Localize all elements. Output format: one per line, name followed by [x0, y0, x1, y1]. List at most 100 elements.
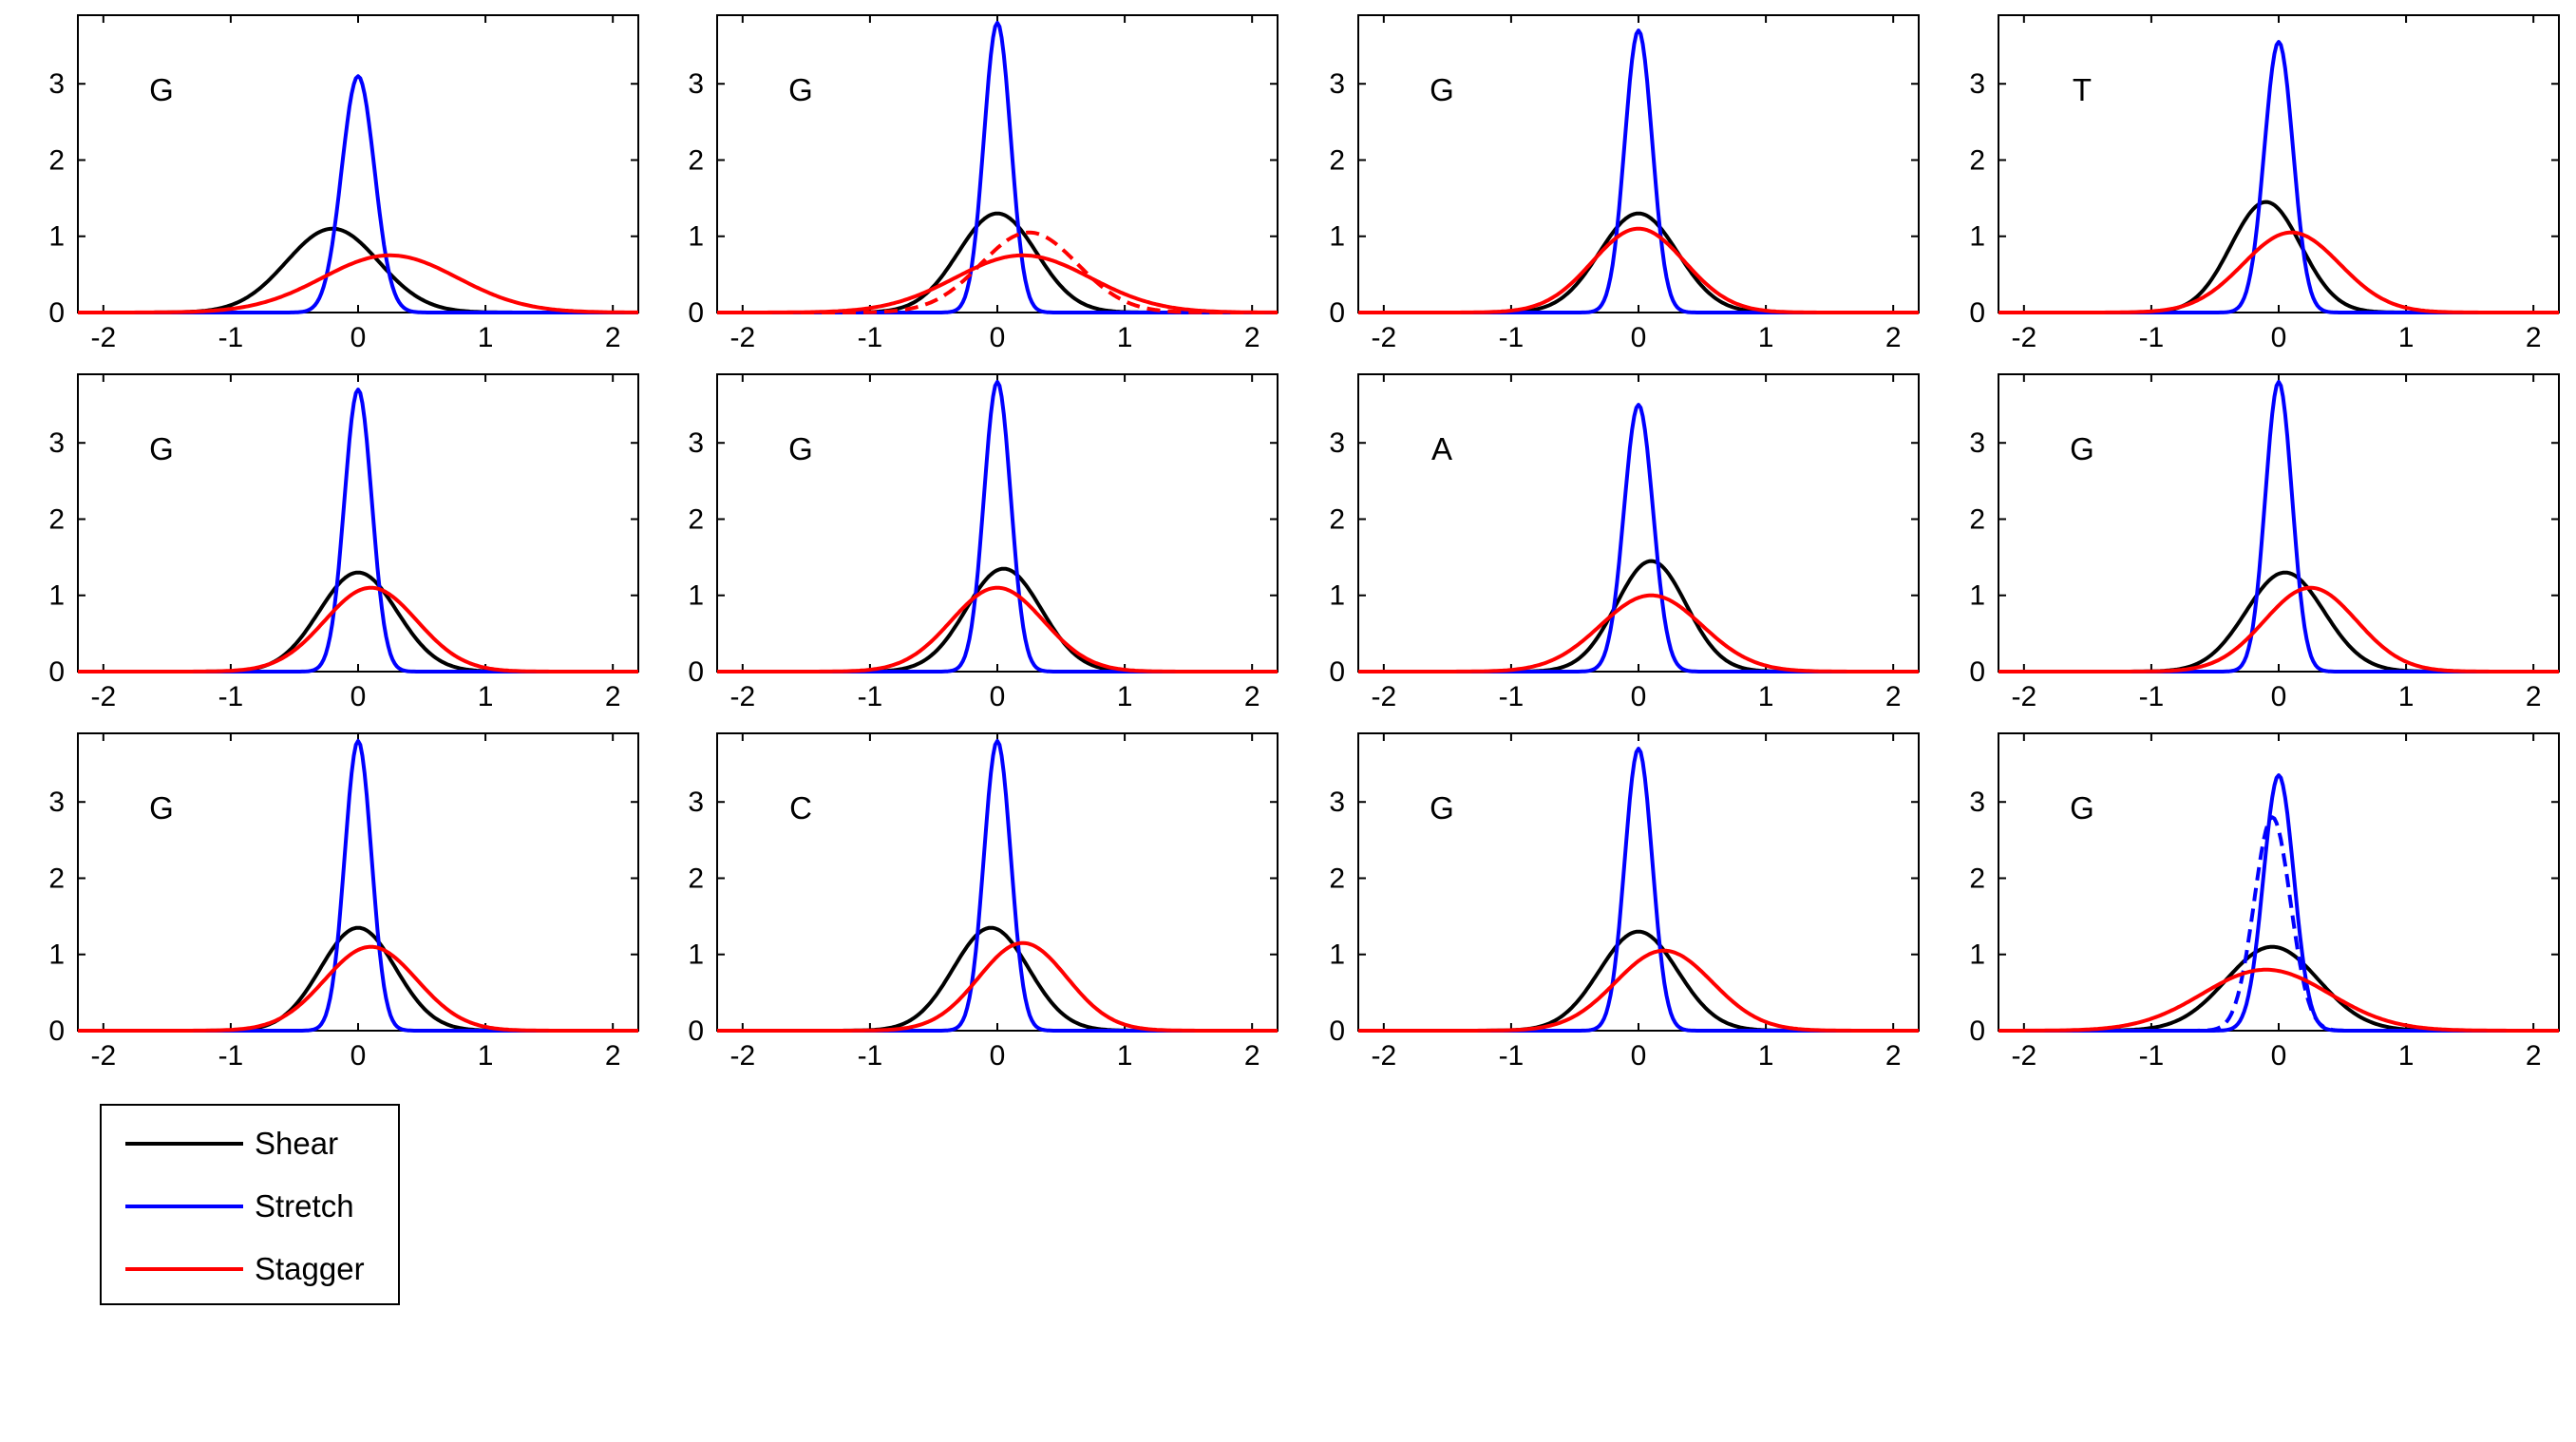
y-tick-label: 0 — [688, 297, 704, 329]
series-line-shear — [1998, 944, 2559, 1033]
x-tick-label: 0 — [990, 681, 1006, 712]
legend-label: Stagger — [255, 1251, 365, 1286]
series-line-shear — [1998, 570, 2559, 674]
series-line-stagger — [717, 230, 1278, 314]
y-tick-label: 3 — [1969, 68, 1985, 100]
y-tick-label: 3 — [1329, 787, 1345, 818]
series-line-stagger — [1358, 948, 1919, 1033]
y-tick-label: 2 — [48, 144, 65, 176]
axes-box — [1357, 373, 1920, 673]
x-tick-label: 0 — [990, 1040, 1006, 1072]
x-tick-label: 1 — [478, 322, 494, 353]
x-tick-label: -1 — [1499, 1040, 1525, 1072]
panel-letter: G — [1430, 72, 1454, 107]
x-tick-label: -1 — [218, 1040, 244, 1072]
series-line-stretch — [717, 739, 1278, 1033]
x-tick-label: 2 — [1244, 1040, 1260, 1072]
series-line-stretch — [78, 739, 638, 1033]
y-tick-label: 0 — [1969, 656, 1985, 688]
x-tick-label: 1 — [1117, 1040, 1133, 1072]
y-tick-label: 0 — [688, 656, 704, 688]
y-tick-label: 0 — [48, 1015, 65, 1047]
x-tick-label: -2 — [729, 1040, 755, 1072]
legend-label: Shear — [255, 1126, 338, 1161]
x-tick-label: -2 — [1371, 681, 1396, 712]
x-tick-label: 2 — [1244, 322, 1260, 353]
y-tick-label: 0 — [1969, 297, 1985, 329]
panel-letter: G — [2070, 431, 2094, 466]
x-tick-label: 2 — [1244, 681, 1260, 712]
axes-box — [716, 373, 1279, 673]
x-tick-label: 2 — [605, 681, 621, 712]
x-tick-label: -1 — [858, 322, 883, 353]
x-tick-label: 2 — [605, 1040, 621, 1072]
x-tick-label: -1 — [1499, 322, 1525, 353]
series-line-shear — [78, 226, 638, 314]
axes-box — [716, 14, 1279, 313]
x-tick-label: -1 — [858, 681, 883, 712]
y-tick-label: 3 — [48, 427, 65, 459]
x-tick-label: 1 — [1758, 1040, 1774, 1072]
x-tick-label: 0 — [1631, 1040, 1647, 1072]
y-tick-label: 0 — [1329, 297, 1345, 329]
y-tick-label: 2 — [688, 144, 704, 176]
series-line-stretch — [717, 380, 1278, 674]
x-tick-label: 2 — [1885, 1040, 1902, 1072]
axes-box — [1357, 14, 1920, 313]
series-line-shear — [717, 566, 1278, 674]
x-tick-label: -2 — [90, 681, 116, 712]
series-line-shear — [717, 925, 1278, 1033]
panel-letter: G — [1430, 790, 1454, 825]
series-line-stagger — [717, 253, 1278, 314]
series-line-shear — [78, 570, 638, 674]
y-tick-label: 1 — [48, 221, 65, 253]
series-line-shear — [1358, 559, 1919, 674]
x-tick-label: 2 — [2526, 681, 2542, 712]
y-tick-label: 1 — [1969, 939, 1985, 971]
y-tick-label: 3 — [688, 68, 704, 100]
axes-box — [1357, 732, 1920, 1032]
x-tick-label: -2 — [2011, 322, 2036, 353]
y-tick-label: 0 — [1969, 1015, 1985, 1047]
panel-letter: T — [2073, 72, 2092, 107]
panel-letter: G — [149, 431, 174, 466]
panel-letter: G — [2070, 790, 2094, 825]
x-tick-label: 0 — [350, 681, 367, 712]
series-line-stagger — [1998, 967, 2559, 1033]
x-tick-label: -2 — [729, 681, 755, 712]
axes-box — [77, 732, 639, 1032]
series-line-stretch — [1998, 380, 2559, 674]
y-tick-label: 1 — [1969, 221, 1985, 253]
y-tick-label: 2 — [1329, 863, 1345, 894]
y-tick-label: 0 — [48, 656, 65, 688]
x-tick-label: -2 — [90, 322, 116, 353]
axes-box — [1998, 14, 2560, 313]
x-tick-label: -1 — [1499, 681, 1525, 712]
x-tick-label: -1 — [2139, 1040, 2165, 1072]
x-tick-label: -1 — [218, 322, 244, 353]
y-tick-label: 2 — [1969, 503, 1985, 535]
panel-letter: A — [1431, 431, 1452, 466]
legend-label: Stretch — [255, 1188, 354, 1224]
x-tick-label: 2 — [1885, 681, 1902, 712]
x-tick-label: 0 — [990, 322, 1006, 353]
x-tick-label: 1 — [1117, 322, 1133, 353]
y-tick-label: 2 — [688, 503, 704, 535]
y-tick-label: 2 — [1969, 144, 1985, 176]
x-tick-label: 1 — [2398, 322, 2415, 353]
x-tick-label: -2 — [2011, 1040, 2036, 1072]
panel-letter: C — [789, 790, 812, 825]
panel: -2 -1 0 1 2 0 1 2 3 G — [1969, 732, 2560, 1072]
x-tick-label: 0 — [1631, 681, 1647, 712]
panel: -2 -1 0 1 2 0 1 2 3 G — [688, 373, 1279, 712]
y-tick-label: 3 — [688, 427, 704, 459]
x-tick-label: 2 — [605, 322, 621, 353]
series-line-stretch — [717, 21, 1278, 314]
y-tick-label: 1 — [688, 221, 704, 253]
x-tick-label: 0 — [2271, 681, 2287, 712]
y-tick-label: 0 — [1329, 1015, 1345, 1047]
panel: -2 -1 0 1 2 0 1 2 3 G — [48, 732, 639, 1072]
y-tick-label: 3 — [1329, 427, 1345, 459]
y-tick-label: 1 — [1969, 580, 1985, 612]
